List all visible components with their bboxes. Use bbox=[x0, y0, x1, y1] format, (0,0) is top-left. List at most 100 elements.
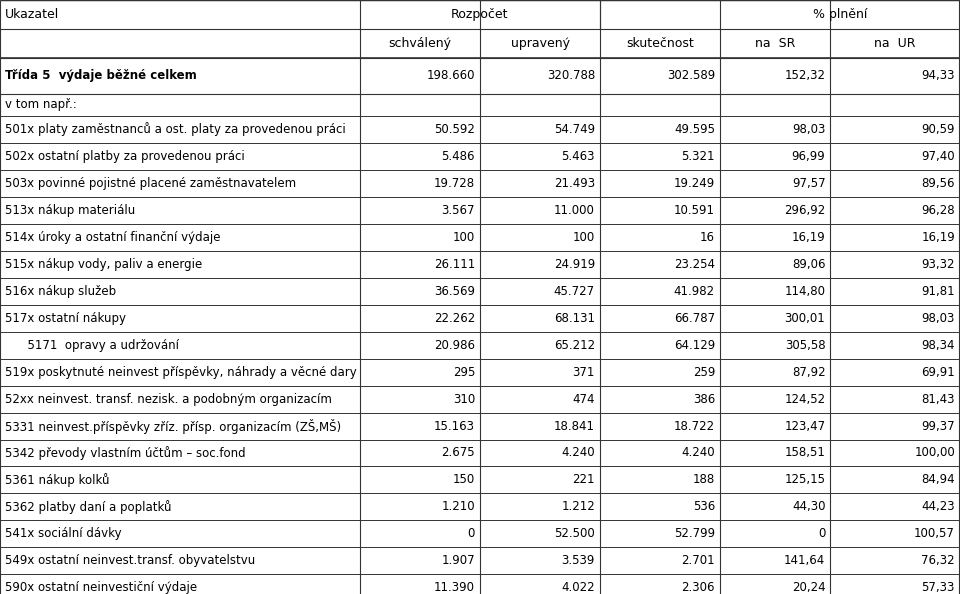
Text: 2.701: 2.701 bbox=[682, 554, 715, 567]
Text: 3.539: 3.539 bbox=[562, 554, 595, 567]
Text: 519x poskytnuté neinvest příspěvky, náhrady a věcné dary: 519x poskytnuté neinvest příspěvky, náhr… bbox=[5, 365, 357, 378]
Text: 5.321: 5.321 bbox=[682, 150, 715, 163]
Text: 5342 převody vlastním účtům – soc.fond: 5342 převody vlastním účtům – soc.fond bbox=[5, 446, 246, 460]
Text: 259: 259 bbox=[692, 365, 715, 378]
Text: 11.000: 11.000 bbox=[554, 204, 595, 217]
Text: 44,23: 44,23 bbox=[922, 500, 955, 513]
Text: 19.728: 19.728 bbox=[434, 177, 475, 190]
Text: 536: 536 bbox=[693, 500, 715, 513]
Text: 97,57: 97,57 bbox=[792, 177, 826, 190]
Text: 69,91: 69,91 bbox=[922, 365, 955, 378]
Text: 100: 100 bbox=[573, 230, 595, 244]
Text: 41.982: 41.982 bbox=[674, 285, 715, 298]
Text: 150: 150 bbox=[453, 473, 475, 486]
Text: 97,40: 97,40 bbox=[922, 150, 955, 163]
Text: 5331 neinvest.příspěvky zříz. přísp. organizacím (ZŠ,MŠ): 5331 neinvest.příspěvky zříz. přísp. org… bbox=[5, 419, 341, 434]
Text: 18.722: 18.722 bbox=[674, 419, 715, 432]
Text: 49.595: 49.595 bbox=[674, 123, 715, 136]
Text: 16,19: 16,19 bbox=[792, 230, 826, 244]
Text: 5.463: 5.463 bbox=[562, 150, 595, 163]
Text: 5.486: 5.486 bbox=[442, 150, 475, 163]
Text: 310: 310 bbox=[453, 393, 475, 406]
Text: 5362 platby daní a poplatků: 5362 platby daní a poplatků bbox=[5, 500, 172, 514]
Text: 54.749: 54.749 bbox=[554, 123, 595, 136]
Text: 20,24: 20,24 bbox=[792, 582, 826, 594]
Text: 1.210: 1.210 bbox=[442, 500, 475, 513]
Text: 152,32: 152,32 bbox=[784, 69, 826, 83]
Text: 91,81: 91,81 bbox=[922, 285, 955, 298]
Text: 26.111: 26.111 bbox=[434, 258, 475, 271]
Text: 124,52: 124,52 bbox=[784, 393, 826, 406]
Text: 22.262: 22.262 bbox=[434, 312, 475, 325]
Text: 125,15: 125,15 bbox=[784, 473, 826, 486]
Text: 2.675: 2.675 bbox=[442, 447, 475, 460]
Text: 158,51: 158,51 bbox=[784, 447, 826, 460]
Text: 20.986: 20.986 bbox=[434, 339, 475, 352]
Text: 501x platy zaměstnanců a ost. platy za provedenou práci: 501x platy zaměstnanců a ost. platy za p… bbox=[5, 122, 346, 137]
Text: 386: 386 bbox=[693, 393, 715, 406]
Text: schválený: schválený bbox=[389, 37, 451, 50]
Text: 198.660: 198.660 bbox=[426, 69, 475, 83]
Text: 4.022: 4.022 bbox=[562, 582, 595, 594]
Text: 221: 221 bbox=[572, 473, 595, 486]
Text: skutečnost: skutečnost bbox=[626, 37, 694, 50]
Text: na  SR: na SR bbox=[755, 37, 796, 50]
Text: 87,92: 87,92 bbox=[792, 365, 826, 378]
Text: 513x nákup materiálu: 513x nákup materiálu bbox=[5, 204, 135, 217]
Text: 2.306: 2.306 bbox=[682, 582, 715, 594]
Text: 84,94: 84,94 bbox=[922, 473, 955, 486]
Text: 81,43: 81,43 bbox=[922, 393, 955, 406]
Text: 302.589: 302.589 bbox=[667, 69, 715, 83]
Text: 5171  opravy a udržování: 5171 opravy a udržování bbox=[5, 339, 179, 352]
Text: 516x nákup služeb: 516x nákup služeb bbox=[5, 285, 116, 298]
Text: 98,03: 98,03 bbox=[792, 123, 826, 136]
Text: 44,30: 44,30 bbox=[792, 500, 826, 513]
Text: 96,28: 96,28 bbox=[922, 204, 955, 217]
Text: 89,56: 89,56 bbox=[922, 177, 955, 190]
Text: 52xx neinvest. transf. nezisk. a podobným organizacím: 52xx neinvest. transf. nezisk. a podobný… bbox=[5, 393, 332, 406]
Text: 64.129: 64.129 bbox=[674, 339, 715, 352]
Text: 68.131: 68.131 bbox=[554, 312, 595, 325]
Text: 541x sociální dávky: 541x sociální dávky bbox=[5, 527, 122, 541]
Text: 93,32: 93,32 bbox=[922, 258, 955, 271]
Text: 3.567: 3.567 bbox=[442, 204, 475, 217]
Text: Rozpočet: Rozpočet bbox=[451, 8, 509, 21]
Text: Ukazatel: Ukazatel bbox=[5, 8, 60, 21]
Text: 515x nákup vody, paliv a energie: 515x nákup vody, paliv a energie bbox=[5, 258, 203, 271]
Text: 10.591: 10.591 bbox=[674, 204, 715, 217]
Text: 100,57: 100,57 bbox=[914, 527, 955, 541]
Text: 65.212: 65.212 bbox=[554, 339, 595, 352]
Text: 517x ostatní nákupy: 517x ostatní nákupy bbox=[5, 312, 126, 325]
Text: 514x úroky a ostatní finanční výdaje: 514x úroky a ostatní finanční výdaje bbox=[5, 230, 221, 244]
Text: 4.240: 4.240 bbox=[682, 447, 715, 460]
Text: 295: 295 bbox=[452, 365, 475, 378]
Text: 45.727: 45.727 bbox=[554, 285, 595, 298]
Text: 98,03: 98,03 bbox=[922, 312, 955, 325]
Text: 1.907: 1.907 bbox=[442, 554, 475, 567]
Text: 305,58: 305,58 bbox=[784, 339, 826, 352]
Text: 16,19: 16,19 bbox=[922, 230, 955, 244]
Text: 502x ostatní platby za provedenou práci: 502x ostatní platby za provedenou práci bbox=[5, 150, 245, 163]
Text: 24.919: 24.919 bbox=[554, 258, 595, 271]
Text: 141,64: 141,64 bbox=[784, 554, 826, 567]
Text: 16: 16 bbox=[700, 230, 715, 244]
Text: 52.500: 52.500 bbox=[554, 527, 595, 541]
Text: 36.569: 36.569 bbox=[434, 285, 475, 298]
Text: 11.390: 11.390 bbox=[434, 582, 475, 594]
Text: 23.254: 23.254 bbox=[674, 258, 715, 271]
Text: 590x ostatní neinvestiční výdaje: 590x ostatní neinvestiční výdaje bbox=[5, 582, 197, 594]
Text: 76,32: 76,32 bbox=[922, 554, 955, 567]
Text: na  UR: na UR bbox=[875, 37, 916, 50]
Text: 15.163: 15.163 bbox=[434, 419, 475, 432]
Text: 474: 474 bbox=[572, 393, 595, 406]
Text: 18.841: 18.841 bbox=[554, 419, 595, 432]
Text: v tom např.:: v tom např.: bbox=[5, 99, 77, 112]
Text: 94,33: 94,33 bbox=[922, 69, 955, 83]
Text: 21.493: 21.493 bbox=[554, 177, 595, 190]
Text: 188: 188 bbox=[693, 473, 715, 486]
Text: upravený: upravený bbox=[511, 37, 569, 50]
Text: % plnění: % plnění bbox=[813, 8, 867, 21]
Text: 503x povinné pojistné placené zaměstnavatelem: 503x povinné pojistné placené zaměstnava… bbox=[5, 177, 296, 190]
Text: 320.788: 320.788 bbox=[547, 69, 595, 83]
Text: 89,06: 89,06 bbox=[792, 258, 826, 271]
